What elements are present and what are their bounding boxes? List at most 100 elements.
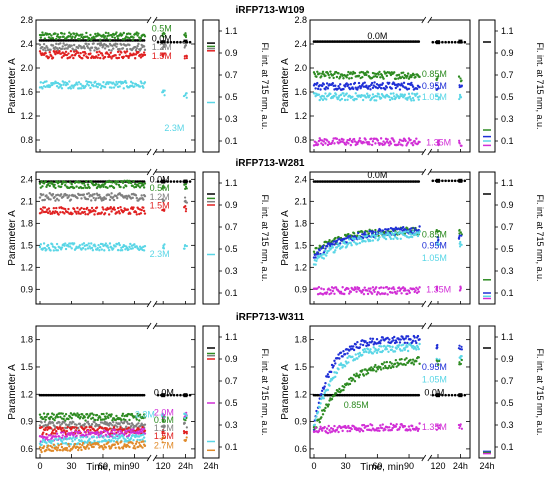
y-tick-label: 0.9 [20, 284, 33, 294]
data-point [116, 82, 119, 86]
data-point [357, 86, 360, 89]
data-point [112, 247, 115, 250]
data-point [119, 426, 122, 429]
data-point [356, 88, 359, 91]
data-point [322, 140, 326, 143]
series-label-0.0M: 0.0M [150, 174, 170, 184]
data-point [392, 365, 395, 369]
data-point [402, 225, 405, 229]
data-point [143, 35, 147, 38]
series-2.3M [38, 242, 188, 252]
data-point [141, 429, 144, 432]
axis-break-gap [423, 169, 430, 175]
data-point [411, 143, 415, 147]
data-point [382, 77, 385, 80]
data-point [132, 439, 135, 442]
data-point [138, 85, 142, 88]
data-point [77, 81, 81, 84]
series-label-1.2M: 1.2M [150, 192, 170, 202]
data-point [143, 212, 147, 215]
data-point [60, 47, 64, 51]
data-point [374, 363, 377, 367]
data-point [393, 140, 396, 143]
data-point [132, 36, 135, 39]
axis-break-gap [149, 17, 156, 23]
data-point [60, 422, 64, 425]
data-point [97, 47, 100, 50]
data-point [120, 440, 123, 443]
data-point [334, 362, 337, 365]
data-point [415, 291, 419, 295]
data-point [375, 99, 378, 102]
data-point [142, 249, 146, 252]
data-point [161, 53, 164, 56]
data-point [89, 428, 92, 432]
data-point [347, 424, 350, 428]
data-point [44, 49, 47, 52]
data-point [95, 413, 99, 417]
data-point [343, 94, 346, 98]
y-tick-label: 0.9 [294, 284, 307, 294]
y-tick-label: 1.5 [20, 362, 33, 372]
data-point [134, 53, 138, 56]
data-point [69, 49, 73, 53]
data-point [406, 349, 410, 353]
y-tick-label: 0.9 [294, 417, 307, 427]
data-point [435, 78, 438, 81]
data-point [81, 57, 84, 60]
data-point [54, 199, 57, 202]
data-point [54, 186, 57, 190]
data-point [68, 445, 71, 448]
data-point [418, 362, 421, 366]
series-label-0.0M: 0.0M [424, 387, 444, 397]
data-point [42, 412, 46, 415]
data-point [96, 428, 99, 431]
data-point [72, 86, 75, 89]
right-tick-label: 0.5 [225, 92, 238, 102]
data-point [70, 437, 73, 441]
data-point [162, 199, 165, 202]
data-point [384, 237, 388, 241]
data-point [331, 289, 335, 293]
data-point [142, 86, 145, 89]
data-point [107, 31, 110, 35]
series-label-2.3M: 2.3M [135, 409, 155, 419]
data-point [384, 292, 387, 295]
data-point [134, 416, 138, 419]
data-point [332, 76, 335, 80]
data-point [96, 431, 99, 435]
data-point [367, 232, 371, 235]
data-point [68, 415, 72, 419]
data-point [75, 434, 78, 438]
data-point [133, 57, 137, 60]
series-0.0M [312, 393, 467, 398]
data-point [115, 414, 118, 418]
x-tick-label: 120 [156, 461, 171, 471]
data-point [316, 287, 319, 290]
y-tick-label: 2.0 [294, 63, 307, 73]
axis-break-gap [423, 17, 430, 23]
data-point [103, 182, 107, 185]
data-point [136, 412, 139, 416]
data-point [390, 348, 393, 351]
data-point [458, 86, 461, 89]
data-point [322, 95, 326, 98]
data-point [384, 346, 388, 349]
data-point [137, 32, 140, 35]
data-point [98, 423, 101, 427]
data-point [51, 421, 55, 425]
data-point [102, 412, 105, 416]
data-point [110, 86, 113, 89]
data-point [58, 421, 61, 424]
data-point [45, 415, 48, 419]
data-point [94, 245, 97, 248]
xlabel-right: Time, min [360, 462, 404, 473]
data-point [137, 42, 140, 46]
data-point [395, 341, 398, 344]
fluorescence-strip-frame [202, 325, 220, 459]
data-point [384, 364, 387, 368]
data-point [45, 448, 48, 452]
data-point [132, 179, 135, 183]
data-point [128, 445, 131, 449]
data-point [116, 248, 120, 252]
